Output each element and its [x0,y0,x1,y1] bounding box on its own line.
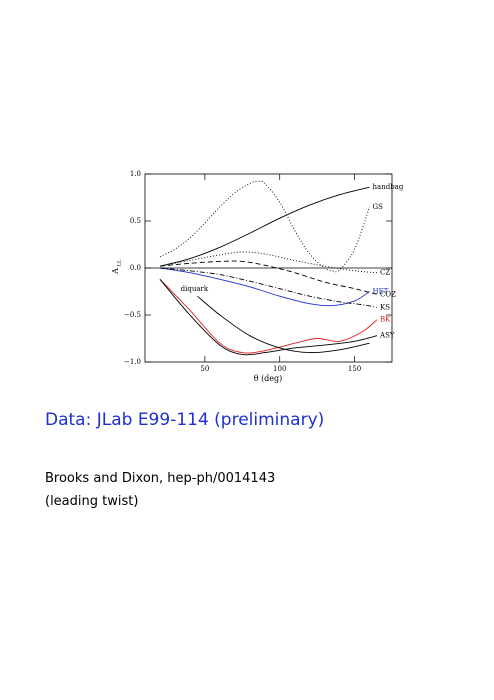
y-axis-label: A LL [111,259,123,275]
reference: Brooks and Dixon, hep-ph/0014143 [45,471,276,486]
y-tick-label: 0.0 [130,264,141,272]
series-line [159,278,378,356]
series-label: KS [380,303,390,311]
y-tick-label: −1.0 [124,358,141,366]
series-line [159,260,378,295]
y-tick-label: −0.5 [124,311,141,319]
chart: θ (deg) A LL −1.0 −0.5 0.0 0.5 1.0 50 100 150 ha… [111,170,404,383]
series-line [197,295,370,354]
series-label: diquark [181,285,209,293]
series-label: BK [380,316,391,324]
series-label: ASY [379,332,395,340]
series-line [159,180,370,273]
x-axis-label: θ (deg) [254,374,283,383]
series-line [159,278,378,354]
series-line [159,186,370,267]
data-note: Data: JLab E99-114 (preliminary) [45,410,325,430]
series-line [159,251,378,274]
y-tick-label: 0.5 [130,217,141,225]
x-tick-label: 50 [200,365,209,373]
x-tick-label: 150 [348,365,361,373]
y-axis-label-sub: LL [117,259,123,266]
series-label: CZ [380,269,390,277]
series-label: GS [373,203,384,211]
series-label: handbag [373,183,404,191]
y-tick-label: 1.0 [130,170,141,178]
series-line [159,267,378,308]
x-tick-label: 100 [273,365,286,373]
series-label: HET [373,288,389,296]
y-axis-label-main: A [111,268,120,275]
reference-note: (leading twist) [45,494,139,509]
series-label: COZ [380,290,396,298]
